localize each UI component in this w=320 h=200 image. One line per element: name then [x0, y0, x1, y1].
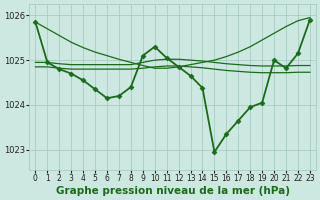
- X-axis label: Graphe pression niveau de la mer (hPa): Graphe pression niveau de la mer (hPa): [56, 186, 290, 196]
